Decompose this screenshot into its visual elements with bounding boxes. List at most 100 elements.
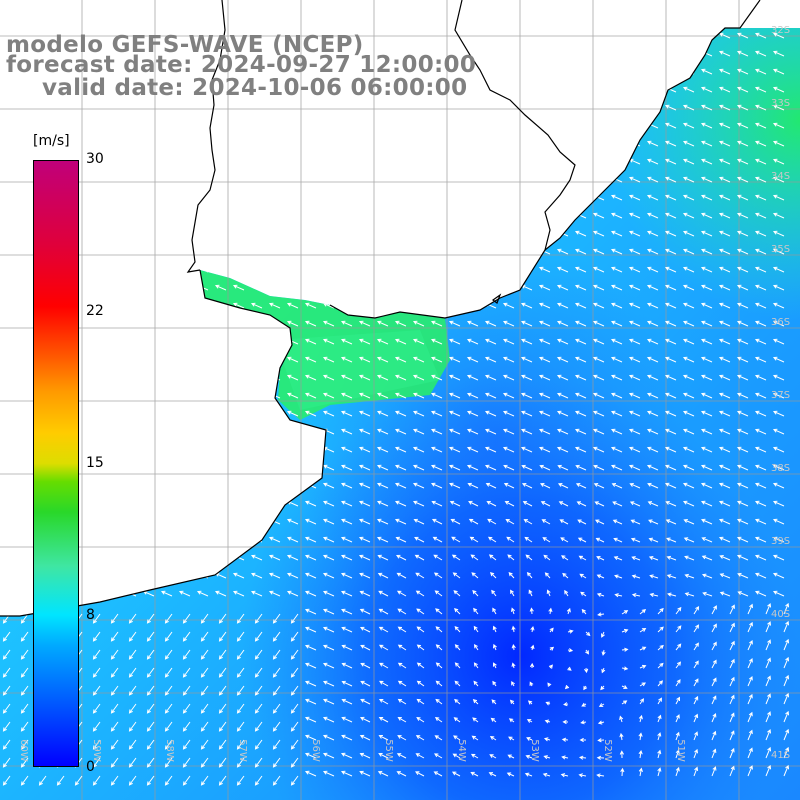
wind-arrow bbox=[340, 482, 353, 489]
wind-arrow bbox=[88, 482, 101, 489]
wind-arrow bbox=[448, 464, 461, 471]
wind-arrow bbox=[92, 613, 101, 624]
wind-arrow bbox=[772, 248, 785, 255]
wind-arrow bbox=[340, 464, 353, 471]
wind-arrow bbox=[214, 410, 227, 417]
wind-arrow bbox=[765, 711, 771, 723]
wind-arrow bbox=[196, 302, 209, 309]
wind-arrow bbox=[430, 482, 443, 489]
wind-arrow bbox=[772, 50, 785, 57]
wind-arrow bbox=[492, 680, 497, 687]
wind-arrow bbox=[160, 320, 173, 327]
wind-arrow bbox=[232, 482, 245, 489]
wind-arrow bbox=[214, 266, 227, 273]
wind-arrow bbox=[430, 428, 443, 435]
wind-arrow bbox=[556, 68, 569, 75]
wind-arrow bbox=[576, 501, 587, 507]
colorbar-tick-30: 30 bbox=[86, 151, 104, 167]
wind-arrow bbox=[619, 732, 624, 741]
wind-arrow bbox=[196, 590, 209, 597]
wind-arrow bbox=[729, 640, 735, 651]
wind-arrow bbox=[236, 631, 245, 642]
wind-arrow bbox=[214, 158, 227, 165]
wind-arrow bbox=[754, 68, 767, 75]
wind-arrow bbox=[737, 572, 749, 579]
wind-arrow bbox=[394, 284, 407, 291]
wind-arrow bbox=[556, 158, 569, 165]
wind-arrow bbox=[664, 122, 677, 129]
wind-arrow bbox=[783, 746, 790, 759]
wind-arrow bbox=[415, 771, 425, 777]
wind-arrow bbox=[520, 320, 533, 327]
wind-arrow bbox=[359, 572, 371, 579]
wind-arrow bbox=[489, 754, 497, 759]
wind-arrow bbox=[304, 518, 317, 525]
lat-label: 34S bbox=[771, 171, 791, 182]
wind-arrow bbox=[232, 464, 245, 471]
wind-arrow bbox=[631, 593, 641, 598]
wind-arrow bbox=[88, 590, 101, 597]
wind-arrow bbox=[322, 680, 335, 687]
wind-arrow bbox=[682, 464, 695, 471]
wind-arrow bbox=[448, 302, 461, 309]
wind-arrow bbox=[290, 685, 299, 696]
wind-arrow bbox=[729, 658, 735, 669]
wind-arrow bbox=[340, 428, 353, 435]
wind-arrow bbox=[666, 537, 677, 543]
wind-arrow bbox=[394, 446, 407, 453]
wind-arrow bbox=[564, 589, 569, 597]
wind-arrow bbox=[468, 15, 478, 20]
wind-arrow bbox=[592, 410, 605, 417]
wind-arrow bbox=[664, 464, 677, 471]
wind-arrow bbox=[20, 721, 29, 732]
wind-arrow bbox=[693, 713, 699, 723]
wind-arrow bbox=[520, 140, 533, 147]
wind-arrow bbox=[394, 194, 407, 201]
wind-arrow bbox=[556, 410, 569, 417]
wind-arrow bbox=[665, 519, 677, 525]
wind-arrow bbox=[491, 699, 497, 705]
wind-arrow bbox=[628, 284, 641, 291]
wind-arrow bbox=[772, 500, 785, 507]
wind-arrow bbox=[718, 338, 731, 345]
wind-arrow bbox=[286, 248, 299, 255]
wind-arrow bbox=[484, 194, 497, 201]
wind-arrow bbox=[538, 446, 551, 453]
wind-arrow bbox=[509, 699, 515, 705]
wind-arrow bbox=[487, 518, 497, 525]
wind-arrow bbox=[250, 500, 263, 507]
wind-arrow bbox=[52, 122, 65, 129]
wind-arrow bbox=[110, 775, 119, 786]
wind-arrow bbox=[718, 32, 731, 39]
wind-arrow bbox=[142, 158, 155, 165]
wind-arrow bbox=[394, 518, 407, 525]
wind-arrow bbox=[466, 212, 479, 219]
wind-arrow bbox=[340, 356, 353, 363]
wind-arrow bbox=[701, 537, 713, 543]
wind-arrow bbox=[579, 737, 587, 743]
wind-arrow bbox=[754, 374, 767, 381]
wind-arrow bbox=[236, 685, 245, 696]
wind-arrow bbox=[601, 667, 606, 674]
wind-arrow bbox=[502, 374, 515, 381]
wind-arrow bbox=[466, 374, 479, 381]
wind-arrow bbox=[272, 649, 281, 660]
wind-arrow bbox=[700, 374, 713, 381]
wind-arrow bbox=[88, 284, 101, 291]
wind-arrow bbox=[196, 500, 209, 507]
wind-arrow bbox=[358, 446, 371, 453]
wind-arrow bbox=[772, 518, 785, 525]
wind-arrow bbox=[340, 500, 353, 507]
wind-arrow bbox=[214, 464, 227, 471]
wind-arrow bbox=[503, 464, 515, 471]
wind-arrow bbox=[718, 122, 731, 129]
wind-arrow bbox=[124, 320, 137, 327]
wind-arrow bbox=[214, 248, 227, 255]
wind-arrow bbox=[754, 158, 767, 165]
wind-arrow bbox=[160, 410, 173, 417]
wind-arrow bbox=[556, 50, 569, 57]
wind-arrow bbox=[538, 374, 551, 381]
wind-arrow bbox=[736, 446, 749, 453]
wind-arrow bbox=[700, 140, 713, 147]
